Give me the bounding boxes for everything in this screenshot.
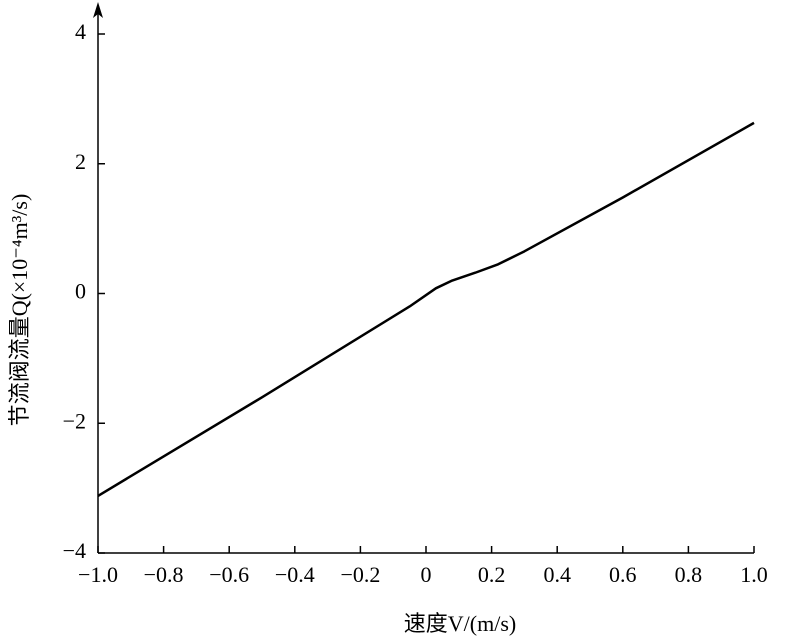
- x-tick-label: 0.4: [543, 562, 571, 587]
- y-axis-label: 节流阀流量Q(×10⁻⁴m³/s): [7, 194, 32, 427]
- x-tick-label: 0.2: [478, 562, 506, 587]
- y-tick-label: 2: [75, 149, 86, 174]
- data-line: [97, 121, 755, 497]
- x-tick-label: −0.8: [144, 562, 184, 587]
- x-tick-label: −0.6: [209, 562, 249, 587]
- y-tick-label: 0: [75, 279, 86, 304]
- x-tick-label: 0.6: [609, 562, 637, 587]
- y-axis-arrow: [93, 2, 103, 18]
- x-tick-label: 1.0: [740, 562, 768, 587]
- x-tick-label: 0: [421, 562, 432, 587]
- y-tick-label: 4: [75, 19, 86, 44]
- x-tick-label: −0.2: [340, 562, 380, 587]
- x-tick-label: 0.8: [675, 562, 703, 587]
- y-tick-label: −4: [63, 538, 86, 563]
- y-tick-label: −2: [63, 408, 86, 433]
- x-axis-label: 速度V/(m/s): [404, 611, 516, 636]
- x-tick-label: −1.0: [78, 562, 118, 587]
- x-tick-label: −0.4: [275, 562, 315, 587]
